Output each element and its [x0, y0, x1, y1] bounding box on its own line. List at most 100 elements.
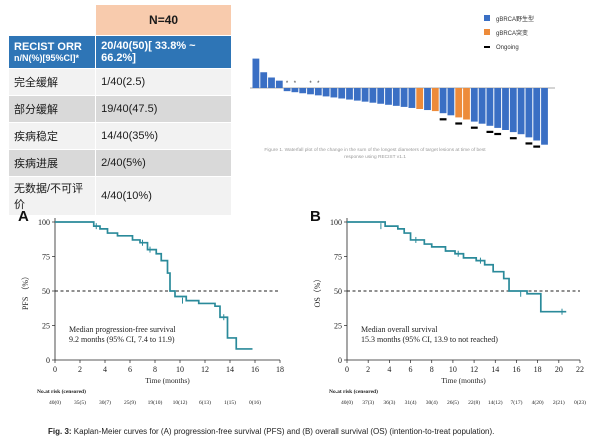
x-tick-label: 0 — [345, 365, 349, 374]
risk-value: 7(17) — [510, 399, 522, 406]
waterfall-bar — [502, 88, 509, 130]
y-tick-label: 25 — [42, 322, 50, 331]
risk-value: 22(8) — [468, 399, 480, 406]
waterfall-bar — [470, 88, 478, 122]
x-tick-label: 16 — [512, 365, 520, 374]
waterfall-bar — [509, 88, 517, 133]
ongoing-marker — [509, 137, 517, 140]
legend-label: gBRCA野生型 — [496, 15, 534, 23]
table-corner — [8, 4, 96, 35]
x-tick-label: 8 — [430, 365, 434, 374]
legend-label: gBRCA突变 — [496, 29, 528, 37]
risk-value: 40(0) — [341, 399, 353, 406]
risk-value: 14(12) — [488, 399, 503, 406]
x-tick-label: 12 — [470, 365, 478, 374]
risk-value: 26(5) — [447, 399, 459, 406]
waterfall-caption: response using RECIST v1.1 — [344, 154, 406, 160]
orr-label-cell: RECIST ORR n/N(%)[95%CI]* — [7, 34, 97, 69]
x-tick-label: 4 — [103, 365, 107, 374]
waterfall-bar — [533, 88, 541, 141]
y-tick-label: 25 — [334, 322, 342, 331]
risk-value: 4(20) — [532, 399, 544, 406]
legend-swatch — [484, 15, 490, 21]
waterfall-bar — [541, 88, 548, 145]
table-row-value: 14/40(35%) — [95, 121, 232, 150]
waterfall-bar — [252, 58, 260, 88]
waterfall-bar — [369, 88, 377, 103]
risk-value: 30(4) — [426, 399, 438, 406]
x-tick-label: 14 — [491, 365, 499, 374]
waterfall-bar — [478, 88, 486, 124]
waterfall-bar — [361, 88, 369, 102]
median-annotation: 15.3 months (95% CI, 13.9 to not reached… — [361, 335, 498, 344]
waterfall-bar — [307, 88, 314, 95]
x-tick-label: 10 — [449, 365, 457, 374]
x-tick-label: 22 — [576, 365, 584, 374]
x-tick-label: 18 — [276, 365, 284, 374]
waterfall-bar — [260, 72, 268, 88]
risk-value: 6(13) — [199, 399, 211, 406]
x-tick-label: 16 — [251, 365, 259, 374]
panel-label-b: B — [310, 208, 321, 225]
median-annotation: Median progression-free survival — [69, 325, 176, 334]
waterfall-bar — [424, 88, 431, 111]
y-axis-title: OS（%） — [313, 275, 322, 308]
x-tick-label: 14 — [226, 365, 234, 374]
legend-label: Ongoing — [496, 45, 519, 51]
x-tick-label: 6 — [409, 365, 413, 374]
x-tick-label: 8 — [153, 365, 157, 374]
median-annotation: 9.2 months (95% CI, 7.4 to 11.9) — [69, 335, 175, 344]
waterfall-bar — [322, 88, 330, 97]
risk-value: 2(21) — [553, 399, 565, 406]
risk-value: 37(3) — [362, 399, 374, 406]
waterfall-bar — [268, 77, 275, 88]
waterfall-bar — [400, 88, 408, 107]
table-row-value: 2/40(5%) — [95, 148, 232, 177]
km-curve — [55, 221, 253, 350]
risk-value: 36(3) — [383, 399, 395, 406]
risk-table-title: No.at risk (censored) — [37, 388, 86, 395]
y-tick-label: 50 — [334, 287, 342, 296]
ongoing-marker — [439, 118, 447, 121]
waterfall-bar — [377, 88, 385, 104]
x-tick-label: 2 — [366, 365, 370, 374]
waterfall-asterisk: * — [317, 81, 320, 87]
table-row-label: 疾病稳定 — [7, 121, 97, 150]
orr-table: N=40 RECIST ORR n/N(%)[95%CI]* 20/40(50)… — [7, 4, 232, 216]
waterfall-asterisk: * — [294, 81, 297, 87]
legend-swatch — [484, 46, 490, 48]
waterfall-bar — [275, 80, 283, 88]
orr-label: RECIST ORR — [14, 40, 82, 53]
table-row-label: 部分缓解 — [7, 94, 97, 123]
waterfall-bar — [330, 88, 338, 98]
x-tick-label: 2 — [78, 365, 82, 374]
x-axis-title: Time (months) — [441, 376, 486, 385]
median-annotation: Median overall survival — [361, 325, 438, 334]
waterfall-bar — [283, 88, 291, 92]
risk-table-title: No.at risk (censored) — [329, 388, 378, 395]
waterfall-asterisk: * — [286, 81, 289, 87]
waterfall-bar — [353, 88, 361, 101]
x-tick-label: 20 — [555, 365, 563, 374]
km-curve — [347, 221, 567, 313]
risk-value: 1(15) — [224, 399, 236, 406]
x-tick-label: 4 — [387, 365, 391, 374]
risk-value: 0(23) — [574, 399, 586, 406]
waterfall-bar — [416, 88, 424, 109]
table-row-label: 无数据/不可评价 — [7, 175, 97, 216]
y-axis-title: PFS （%） — [21, 272, 30, 310]
y-tick-label: 100 — [38, 218, 50, 227]
x-tick-label: 18 — [534, 365, 542, 374]
legend-swatch — [484, 29, 490, 35]
risk-value: 40(0) — [49, 399, 61, 406]
waterfall-bar — [455, 88, 463, 118]
waterfall-bar — [385, 88, 392, 105]
x-axis-title: Time (months) — [145, 376, 190, 385]
waterfall-bar — [392, 88, 400, 106]
waterfall-bar — [525, 88, 533, 138]
caption-text: Kaplan-Meier curves for (A) progression-… — [72, 427, 495, 436]
ongoing-marker — [470, 126, 478, 129]
waterfall-bar — [291, 88, 299, 93]
waterfall-bar — [346, 88, 353, 100]
